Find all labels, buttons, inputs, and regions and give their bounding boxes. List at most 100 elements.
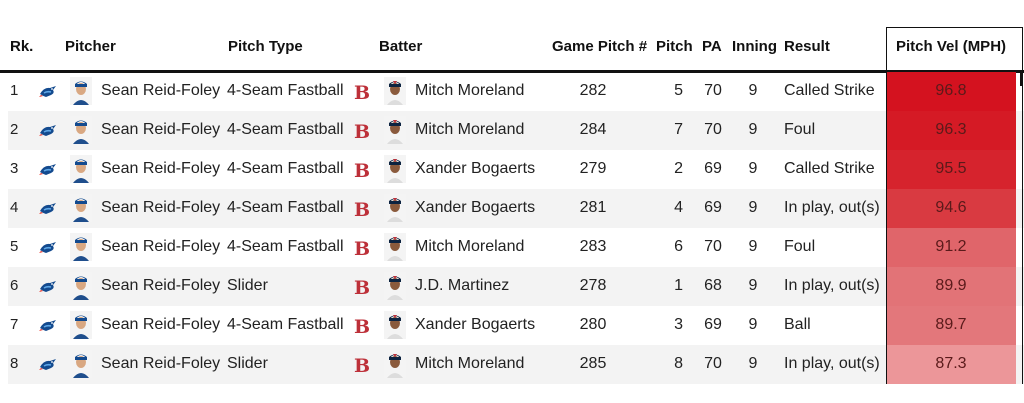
pa-cell: 69: [704, 199, 722, 216]
batter-headshot-icon: [384, 311, 406, 339]
table-row[interactable]: 6 Sean Reid-Foley Slider B J.D. Marti: [8, 267, 1024, 306]
pitch-vel-value: 96.8: [935, 82, 967, 99]
col-header-pitcher[interactable]: Pitcher: [65, 38, 116, 55]
table-row[interactable]: 2 Sean Reid-Foley 4-Seam Fastball B M: [8, 111, 1024, 150]
svg-text:B: B: [354, 316, 370, 337]
table-row[interactable]: 4 Sean Reid-Foley 4-Seam Fastball B X: [8, 189, 1024, 228]
pitch-vel-value: 96.3: [935, 121, 967, 138]
batter-name[interactable]: Mitch Moreland: [415, 82, 525, 99]
red-sox-logo-icon: B: [354, 277, 370, 298]
pa-cell: 69: [704, 160, 722, 177]
pitch-type-cell: 4-Seam Fastball: [227, 238, 344, 255]
col-header-pitch-type[interactable]: Pitch Type: [228, 38, 303, 55]
table-header: Rk. Pitcher Pitch Type Batter Game Pitch…: [0, 30, 1024, 86]
red-sox-logo-icon: B: [354, 316, 370, 337]
inning-cell: 9: [748, 82, 758, 99]
game-pitch-cell: 282: [579, 82, 607, 99]
svg-text:B: B: [354, 82, 370, 103]
rank-cell: 6: [10, 277, 19, 294]
inning-cell: 9: [748, 277, 758, 294]
red-sox-logo-icon: B: [354, 82, 370, 103]
result-cell: Called Strike: [784, 82, 875, 99]
pitch-vel-cell: 89.9: [886, 267, 1016, 306]
batter-name[interactable]: Xander Bogaerts: [415, 316, 536, 333]
pitcher-name[interactable]: Sean Reid-Foley: [101, 82, 221, 99]
pitch-vel-value: 89.7: [935, 316, 967, 333]
col-header-batter[interactable]: Batter: [379, 38, 423, 55]
game-pitch-cell: 279: [579, 160, 607, 177]
pitch-cell: 3: [674, 316, 683, 333]
col-header-rank[interactable]: Rk.: [10, 38, 34, 55]
inning-cell: 9: [748, 160, 758, 177]
batter-headshot-icon: [384, 116, 406, 144]
rank-cell: 4: [10, 199, 19, 216]
result-cell: In play, out(s): [784, 277, 880, 294]
table-row[interactable]: 8 Sean Reid-Foley Slider B Mitch More: [8, 345, 1024, 384]
col-header-pitch-vel[interactable]: Pitch Vel (MPH): [896, 38, 1007, 55]
batter-name[interactable]: Mitch Moreland: [415, 121, 525, 138]
table-row[interactable]: 5 Sean Reid-Foley 4-Seam Fastball B M: [8, 228, 1024, 267]
pitcher-headshot-icon: [70, 311, 92, 339]
pitcher-name[interactable]: Sean Reid-Foley: [101, 277, 221, 294]
pitch-vel-value: 94.6: [935, 199, 967, 216]
inning-cell: 9: [748, 238, 758, 255]
pitch-cell: 2: [674, 160, 683, 177]
pitch-vel-value: 91.2: [935, 238, 967, 255]
pitcher-name[interactable]: Sean Reid-Foley: [101, 199, 221, 216]
pa-cell: 70: [704, 238, 722, 255]
svg-text:B: B: [354, 277, 370, 298]
pitcher-name[interactable]: Sean Reid-Foley: [101, 355, 221, 372]
table-row[interactable]: 1 Sean Reid-Foley 4-Seam Fastball B M: [8, 72, 1024, 111]
red-sox-logo-icon: B: [354, 160, 370, 181]
batter-headshot-icon: [384, 233, 406, 261]
table-row[interactable]: 3 Sean Reid-Foley 4-Seam Fastball B X: [8, 150, 1024, 189]
red-sox-logo-icon: B: [354, 199, 370, 220]
result-cell: In play, out(s): [784, 355, 880, 372]
blue-jays-logo-icon: [39, 320, 56, 331]
blue-jays-logo-icon: [39, 281, 56, 292]
result-cell: Foul: [784, 238, 816, 255]
pitch-type-cell: 4-Seam Fastball: [227, 199, 344, 216]
pitch-cell: 5: [674, 82, 683, 99]
pitch-vel-value: 95.5: [935, 160, 967, 177]
rank-cell: 5: [10, 238, 19, 255]
rank-cell: 1: [10, 82, 19, 99]
batter-name[interactable]: Xander Bogaerts: [415, 199, 536, 216]
pa-cell: 70: [704, 121, 722, 138]
pitcher-name[interactable]: Sean Reid-Foley: [101, 121, 221, 138]
batter-name[interactable]: Xander Bogaerts: [415, 160, 536, 177]
col-header-pitch[interactable]: Pitch: [656, 38, 693, 55]
pitcher-name[interactable]: Sean Reid-Foley: [101, 316, 221, 333]
batter-headshot-icon: [384, 155, 406, 183]
col-header-game-pitch[interactable]: Game Pitch #: [552, 38, 648, 55]
pitch-vel-cell: 96.8: [886, 72, 1016, 111]
pitcher-headshot-icon: [70, 116, 92, 144]
pitch-type-cell: 4-Seam Fastball: [227, 121, 344, 138]
pa-cell: 69: [704, 316, 722, 333]
pitch-vel-value: 89.9: [935, 277, 967, 294]
pitch-cell: 6: [674, 238, 683, 255]
batter-name[interactable]: J.D. Martinez: [415, 277, 510, 294]
blue-jays-logo-icon: [39, 164, 56, 175]
inning-cell: 9: [748, 355, 758, 372]
pitch-cell: 1: [674, 277, 683, 294]
batter-headshot-icon: [384, 350, 406, 378]
batter-name[interactable]: Mitch Moreland: [415, 355, 525, 372]
col-header-pa[interactable]: PA: [702, 38, 722, 55]
pitcher-headshot-icon: [70, 155, 92, 183]
table-row[interactable]: 7 Sean Reid-Foley 4-Seam Fastball B X: [8, 306, 1024, 345]
batter-name[interactable]: Mitch Moreland: [415, 238, 525, 255]
blue-jays-logo-icon: [39, 359, 56, 370]
result-cell: Called Strike: [784, 160, 875, 177]
pa-cell: 70: [704, 355, 722, 372]
col-header-inning[interactable]: Inning: [732, 38, 777, 55]
pitch-vel-cell: 89.7: [886, 306, 1016, 345]
blue-jays-logo-icon: [39, 125, 56, 136]
pitcher-name[interactable]: Sean Reid-Foley: [101, 238, 221, 255]
pitch-type-cell: Slider: [227, 355, 268, 372]
red-sox-logo-icon: B: [354, 238, 370, 259]
rank-cell: 2: [10, 121, 19, 138]
col-header-result[interactable]: Result: [784, 38, 830, 55]
pitch-cell: 7: [674, 121, 683, 138]
pitcher-name[interactable]: Sean Reid-Foley: [101, 160, 221, 177]
